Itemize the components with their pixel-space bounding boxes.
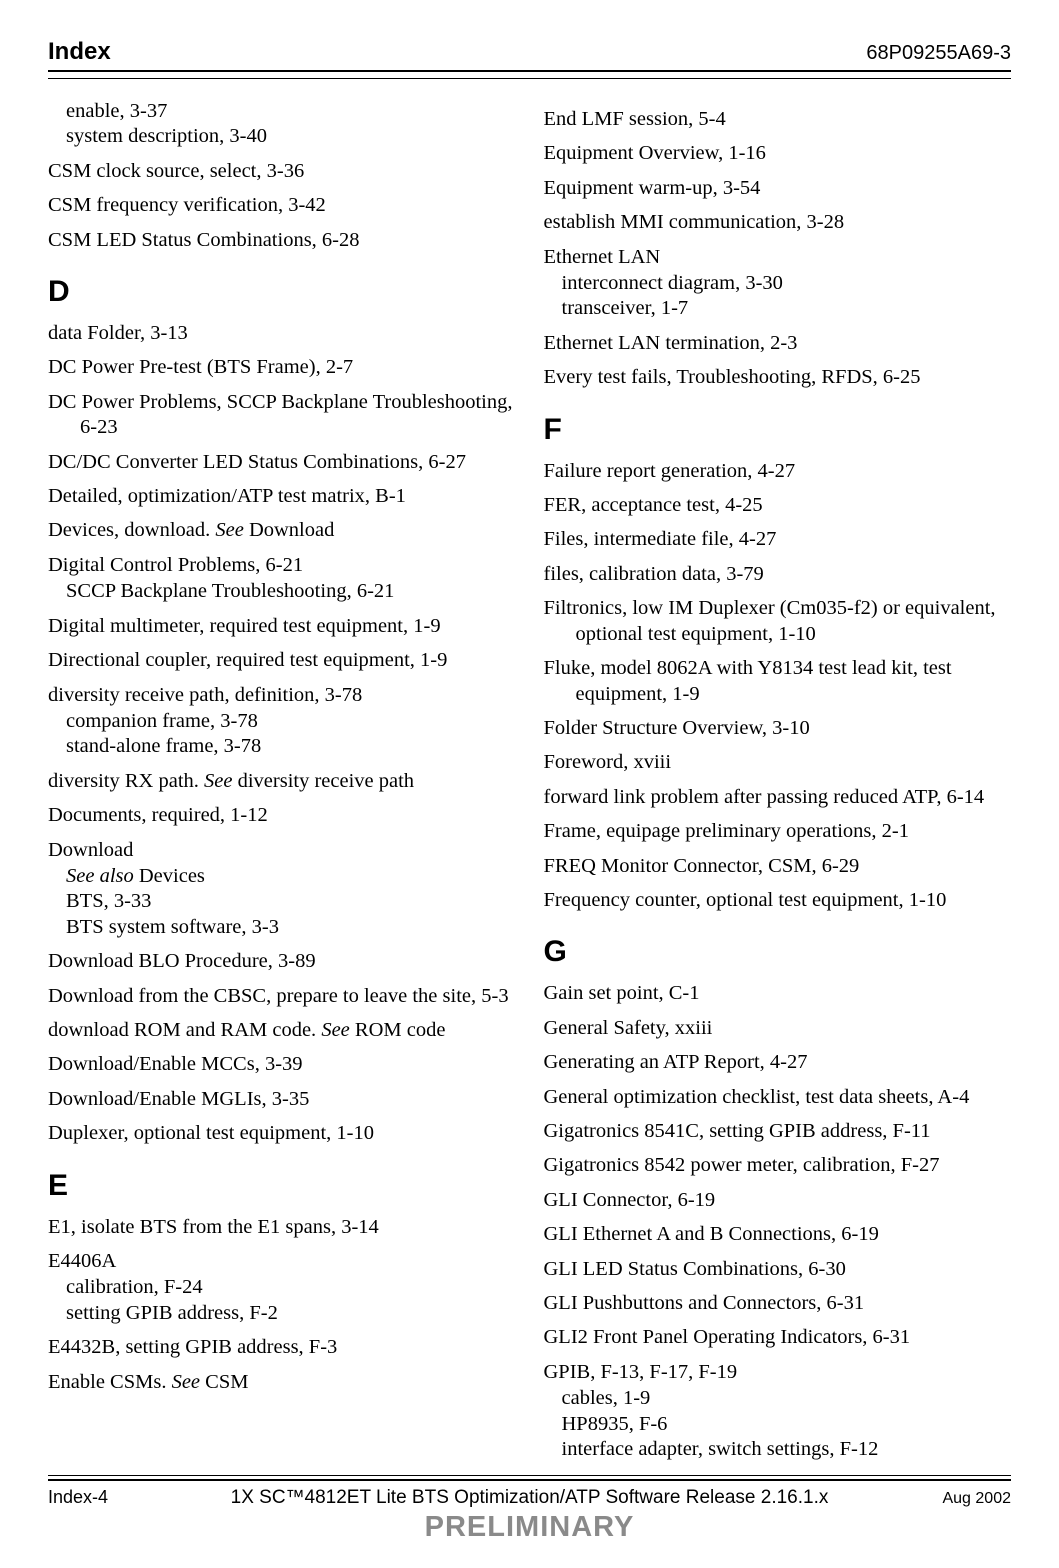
index-subline: enable, 3-37 xyxy=(98,99,516,124)
index-entry: Digital multimeter, required test equipm… xyxy=(48,614,516,639)
header-title: Index xyxy=(48,38,111,66)
index-entry: FER, acceptance test, 4-25 xyxy=(544,493,1012,518)
index-entry: Ethernet LAN xyxy=(544,245,1012,270)
footer-center-text: 1X SC™4812ET Lite BTS Optimization/ATP S… xyxy=(158,1487,901,1509)
index-entry: Generating an ATP Report, 4-27 xyxy=(544,1050,1012,1075)
index-entry: E4432B, setting GPIB address, F-3 xyxy=(48,1335,516,1360)
index-subline: SCCP Backplane Troubleshooting, 6-21 xyxy=(98,579,516,604)
index-entry: establish MMI communication, 3-28 xyxy=(544,210,1012,235)
index-columns: enable, 3-37system description, 3-40CSM … xyxy=(48,107,1011,1471)
index-entry: End LMF session, 5-4 xyxy=(544,107,1012,132)
index-entry: Documents, required, 1-12 xyxy=(48,803,516,828)
index-entry: Fluke, model 8062A with Y8134 test lead … xyxy=(544,656,1012,707)
preliminary-mark: PRELIMINARY xyxy=(48,1511,1011,1544)
index-entry: Download/Enable MGLIs, 3-35 xyxy=(48,1087,516,1112)
index-subline: companion frame, 3-78 xyxy=(98,709,516,734)
index-entry: data Folder, 3-13 xyxy=(48,321,516,346)
index-entry: files, calibration data, 3-79 xyxy=(544,562,1012,587)
index-subentry: companion frame, 3-78stand-alone frame, … xyxy=(48,709,516,760)
index-entry: General optimization checklist, test dat… xyxy=(544,1085,1012,1110)
index-entry: GLI Connector, 6-19 xyxy=(544,1188,1012,1213)
index-subline: interface adapter, switch settings, F-12 xyxy=(594,1437,1012,1462)
index-subentry: cables, 1-9HP8935, F-6interface adapter,… xyxy=(544,1386,1012,1462)
index-entry: diversity receive path, definition, 3-78 xyxy=(48,683,516,708)
index-subentry: calibration, F-24setting GPIB address, F… xyxy=(48,1275,516,1326)
index-entry: Download from the CBSC, prepare to leave… xyxy=(48,984,516,1009)
header-rule xyxy=(48,78,1011,79)
left-column: enable, 3-37system description, 3-40CSM … xyxy=(48,107,516,1471)
right-column: End LMF session, 5-4 Equipment Overview, … xyxy=(544,107,1012,1471)
index-letter-heading: F xyxy=(544,413,1012,447)
page-header: Index 68P09255A69-3 xyxy=(48,38,1011,72)
index-entry: GLI LED Status Combinations, 6-30 xyxy=(544,1257,1012,1282)
footer-page-num: Index-4 xyxy=(48,1487,158,1508)
index-entry: Duplexer, optional test equipment, 1-10 xyxy=(48,1121,516,1146)
index-entry: FREQ Monitor Connector, CSM, 6-29 xyxy=(544,854,1012,879)
footer-rule-thick xyxy=(48,1479,1011,1481)
index-entry: DC Power Problems, SCCP Backplane Troubl… xyxy=(48,390,516,441)
index-entry: CSM LED Status Combinations, 6-28 xyxy=(48,228,516,253)
index-entry: Download/Enable MCCs, 3-39 xyxy=(48,1052,516,1077)
index-subline: BTS, 3-33 xyxy=(98,889,516,914)
index-entry: Download BLO Procedure, 3-89 xyxy=(48,949,516,974)
index-entry: forward link problem after passing reduc… xyxy=(544,785,1012,810)
index-entry: Frequency counter, optional test equipme… xyxy=(544,888,1012,913)
footer-rule-thin xyxy=(48,1475,1011,1476)
index-subline: calibration, F-24 xyxy=(98,1275,516,1300)
index-entry: Equipment warm-up, 3-54 xyxy=(544,176,1012,201)
index-entry: General Safety, xxiii xyxy=(544,1016,1012,1041)
index-subline: HP8935, F-6 xyxy=(594,1412,1012,1437)
footer-line: Index-4 1X SC™4812ET Lite BTS Optimizati… xyxy=(48,1487,1011,1509)
index-entry: CSM clock source, select, 3-36 xyxy=(48,159,516,184)
index-entry: Ethernet LAN termination, 2-3 xyxy=(544,331,1012,356)
index-entry: GLI Ethernet A and B Connections, 6-19 xyxy=(544,1222,1012,1247)
index-entry: GLI2 Front Panel Operating Indicators, 6… xyxy=(544,1325,1012,1350)
index-entry: Equipment Overview, 1-16 xyxy=(544,141,1012,166)
index-entry: Every test fails, Troubleshooting, RFDS,… xyxy=(544,365,1012,390)
index-subline: stand-alone frame, 3-78 xyxy=(98,734,516,759)
index-entry: Files, intermediate file, 4-27 xyxy=(544,527,1012,552)
index-entry: DC Power Pre-test (BTS Frame), 2-7 xyxy=(48,355,516,380)
index-subline: cables, 1-9 xyxy=(594,1386,1012,1411)
footer-date: Aug 2002 xyxy=(901,1490,1011,1508)
index-subentry: SCCP Backplane Troubleshooting, 6-21 xyxy=(48,579,516,604)
index-entry: Devices, download. See Download xyxy=(48,518,516,543)
index-subline: BTS system software, 3-3 xyxy=(98,915,516,940)
index-entry: diversity RX path. See diversity receive… xyxy=(48,769,516,794)
index-entry: DC/DC Converter LED Status Combinations,… xyxy=(48,450,516,475)
index-entry: Gigatronics 8541C, setting GPIB address,… xyxy=(544,1119,1012,1144)
index-letter-heading: D xyxy=(48,275,516,309)
index-entry: download ROM and RAM code. See ROM code xyxy=(48,1018,516,1043)
index-entry: Directional coupler, required test equip… xyxy=(48,648,516,673)
index-entry: GLI Pushbuttons and Connectors, 6-31 xyxy=(544,1291,1012,1316)
index-subentry: enable, 3-37system description, 3-40 xyxy=(48,99,516,150)
header-code: 68P09255A69-3 xyxy=(866,42,1011,65)
index-entry: Detailed, optimization/ATP test matrix, … xyxy=(48,484,516,509)
index-letter-heading: E xyxy=(48,1169,516,1203)
index-letter-heading: G xyxy=(544,935,1012,969)
index-entry: Enable CSMs. See CSM xyxy=(48,1370,516,1395)
index-subline: interconnect diagram, 3-30 xyxy=(594,271,1012,296)
index-subentry: interconnect diagram, 3-30transceiver, 1… xyxy=(544,271,1012,322)
index-entry: Filtronics, low IM Duplexer (Cm035-f2) o… xyxy=(544,596,1012,647)
index-entry: E4406A xyxy=(48,1249,516,1274)
page-footer: Index-4 1X SC™4812ET Lite BTS Optimizati… xyxy=(48,1475,1011,1544)
index-subline: setting GPIB address, F-2 xyxy=(98,1301,516,1326)
index-entry: E1, isolate BTS from the E1 spans, 3-14 xyxy=(48,1215,516,1240)
index-subline: transceiver, 1-7 xyxy=(594,296,1012,321)
index-entry: Folder Structure Overview, 3-10 xyxy=(544,716,1012,741)
index-entry: Gain set point, C-1 xyxy=(544,981,1012,1006)
index-subentry: See also DevicesBTS, 3-33BTS system soft… xyxy=(48,864,516,940)
index-subline: See also Devices xyxy=(98,864,516,889)
index-entry: Download xyxy=(48,838,516,863)
index-entry: Digital Control Problems, 6-21 xyxy=(48,553,516,578)
index-entry: GPIB, F-13, F-17, F-19 xyxy=(544,1360,1012,1385)
index-subline: system description, 3-40 xyxy=(98,124,516,149)
index-entry: Foreword, xviii xyxy=(544,750,1012,775)
index-entry: CSM frequency verification, 3-42 xyxy=(48,193,516,218)
index-entry: Gigatronics 8542 power meter, calibratio… xyxy=(544,1153,1012,1178)
index-entry: Failure report generation, 4-27 xyxy=(544,459,1012,484)
index-entry: Frame, equipage preliminary operations, … xyxy=(544,819,1012,844)
